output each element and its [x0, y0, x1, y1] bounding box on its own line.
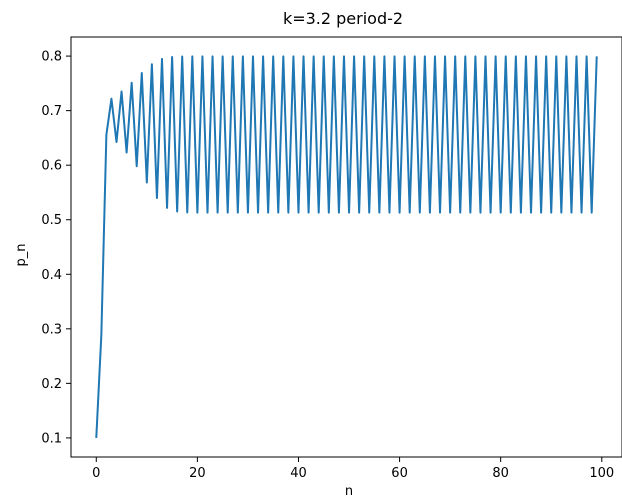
y-tick-label: 0.6	[41, 159, 62, 174]
x-tick-label: 100	[589, 466, 614, 481]
x-tick-label: 20	[189, 466, 206, 481]
y-axis-label: p_n	[14, 244, 29, 267]
y-tick-label: 0.2	[41, 377, 62, 392]
x-tick-label: 80	[492, 466, 509, 481]
y-tick-label: 0.4	[41, 268, 62, 283]
y-tick-label: 0.5	[41, 213, 62, 228]
chart-title: k=3.2 period-2	[283, 9, 403, 28]
x-axis-label: n	[345, 484, 353, 499]
x-tick-label: 60	[391, 466, 408, 481]
y-tick-label: 0.7	[41, 104, 62, 119]
y-tick-label: 0.3	[41, 322, 62, 337]
x-axis: 0 20 40 60 80 100	[92, 457, 614, 481]
x-tick-label: 0	[92, 466, 100, 481]
y-axis: 0.1 0.2 0.3 0.4 0.5 0.6 0.7 0.8	[41, 50, 71, 446]
y-tick-label: 0.8	[41, 50, 62, 65]
series-line	[95, 55, 598, 438]
y-tick-label: 0.1	[41, 431, 62, 446]
plot-area	[95, 55, 598, 438]
plot-frame	[70, 36, 622, 458]
x-tick-label: 40	[290, 466, 307, 481]
